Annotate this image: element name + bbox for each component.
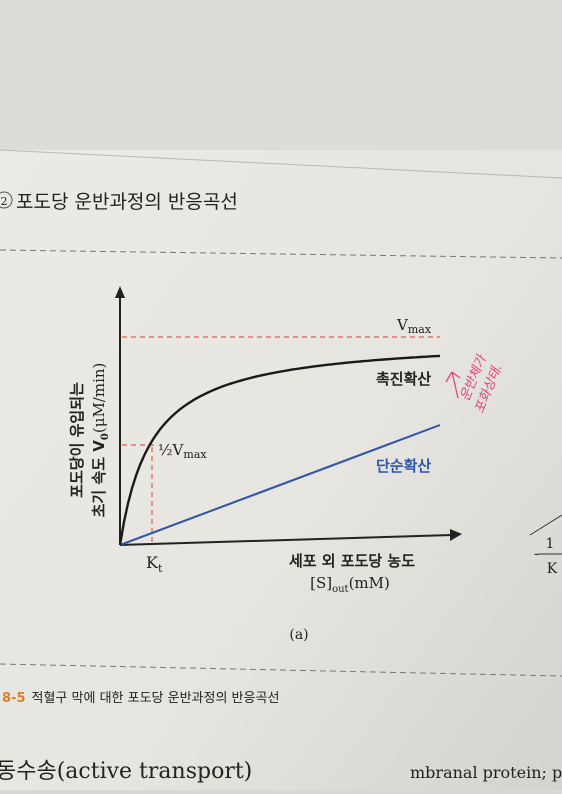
kt-label: Kt — [146, 553, 163, 575]
y-arrow — [115, 286, 125, 298]
x-label-line1: 세포 외 포도당 농도 — [289, 552, 415, 570]
fraction-top: 1 — [546, 536, 555, 552]
right-text: mbranal protein; p — [410, 763, 562, 782]
half-vmax-sub: max — [183, 448, 207, 461]
y-label-line1: 포도당이 유입되는 — [68, 382, 86, 498]
section-heading: 동수송(active transport) — [0, 759, 252, 784]
x-label-unit: (mM) — [349, 574, 390, 592]
x-label-line2: [S]out(mM) — [310, 574, 390, 595]
caption: 8-5 적혈구 막에 대한 포도당 운반과정의 반응곡선 — [2, 691, 279, 706]
caption-text: 적혈구 막에 대한 포도당 운반과정의 반응곡선 — [32, 691, 280, 706]
y-label-v: 초기 속도 V — [90, 440, 108, 518]
fraction-minus: - — [534, 546, 539, 562]
fraction-bottom: K — [547, 561, 558, 577]
x-arrow — [450, 529, 462, 541]
kt-main: K — [146, 553, 159, 572]
caption-number: 8-5 — [2, 691, 26, 706]
page-edge — [0, 149, 562, 179]
x-label-s: [S] — [310, 574, 332, 592]
y-label-line2: 초기 속도 V0(μM/min) — [90, 363, 111, 518]
heading-number: 2 — [1, 195, 8, 208]
divider-bottom — [0, 663, 562, 677]
half-fraction: ½ — [158, 441, 173, 459]
note-arrow — [445, 371, 461, 399]
simple-label: 단순확산 — [376, 457, 431, 475]
facilitated-diffusion-curve — [118, 354, 441, 546]
page-top — [0, 0, 562, 150]
vmax-sub: max — [408, 323, 432, 336]
half-vmax-label: ½Vmax — [158, 441, 207, 461]
panel-label: (a) — [289, 627, 308, 643]
divider — [0, 249, 562, 259]
facilitated-label: 촉진확산 — [376, 370, 431, 388]
heading-title: 포도당 운반과정의 반응곡선 — [16, 191, 238, 213]
y-label-sub: 0 — [100, 433, 111, 440]
right-line — [529, 514, 562, 536]
kt-sub: t — [158, 562, 163, 575]
x-axis — [119, 534, 453, 546]
y-axis-label: 포도당이 유입되는 초기 속도 V0(μM/min) — [68, 363, 111, 518]
simple-diffusion-line — [119, 424, 441, 546]
vmax-main: V — [396, 316, 409, 334]
heading-circle — [0, 191, 13, 209]
vmax-label: Vmax — [396, 316, 432, 336]
y-label-unit: (μM/min) — [90, 363, 108, 434]
x-label-sub: out — [332, 584, 348, 595]
half-vmax-main: V — [172, 441, 185, 459]
axes — [115, 286, 462, 546]
